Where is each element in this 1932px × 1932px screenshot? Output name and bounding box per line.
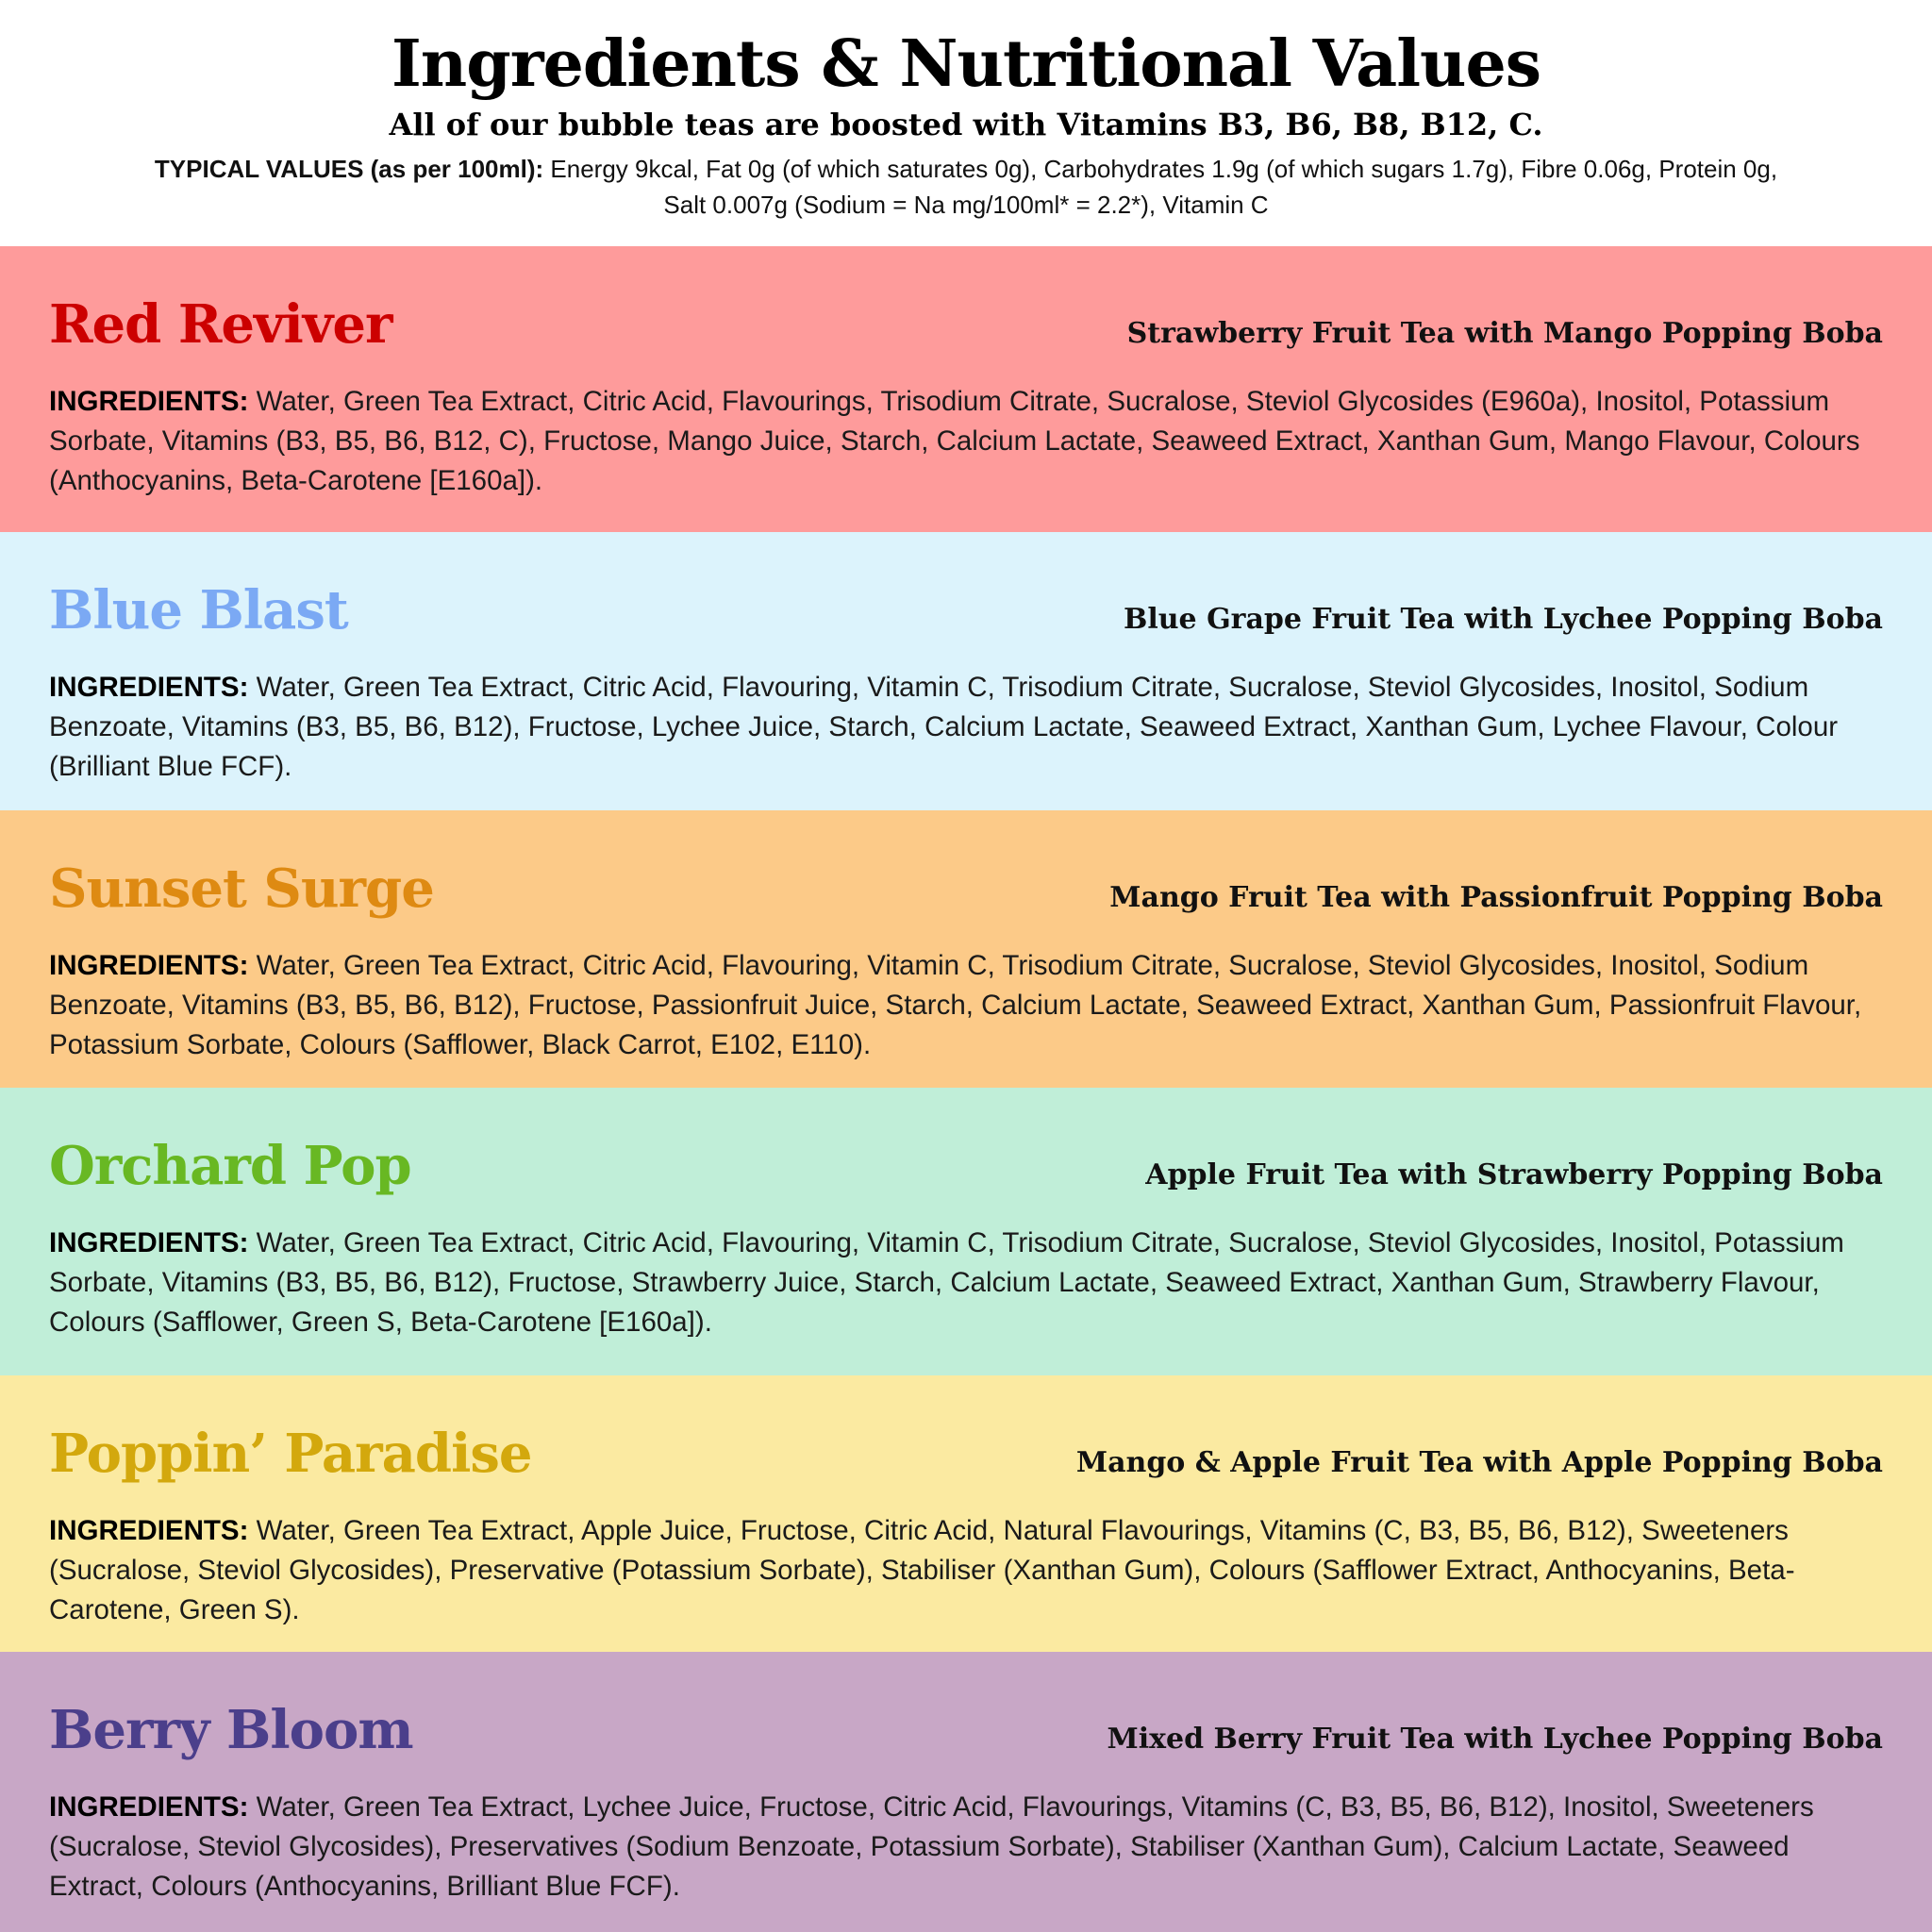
product-list: Red Reviver Strawberry Fruit Tea with Man…: [0, 246, 1932, 1932]
product-name: Poppin’ Paradise: [49, 1423, 533, 1485]
ingredients-label: INGREDIENTS:: [49, 1791, 249, 1823]
product-section: Sunset Surge Mango Fruit Tea with Passion…: [0, 810, 1932, 1088]
page-header: Ingredients & Nutritional Values All of …: [0, 0, 1932, 246]
product-tagline: Apple Fruit Tea with Strawberry Popping …: [1145, 1158, 1883, 1191]
product-name: Sunset Surge: [49, 858, 435, 920]
typical-values: TYPICAL VALUES (as per 100ml): Energy 9k…: [136, 151, 1796, 223]
product-header: Blue Blast Blue Grape Fruit Tea with Lych…: [49, 579, 1883, 655]
ingredients-list: Water, Green Tea Extract, Apple Juice, F…: [49, 1515, 1795, 1625]
page-title: Ingredients & Nutritional Values: [391, 26, 1541, 102]
product-section: Poppin’ Paradise Mango & Apple Fruit Tea …: [0, 1375, 1932, 1652]
product-header: Orchard Pop Apple Fruit Tea with Strawber…: [49, 1135, 1883, 1210]
ingredients-list: Water, Green Tea Extract, Citric Acid, F…: [49, 672, 1839, 782]
ingredients-label: INGREDIENTS:: [49, 950, 249, 981]
product-header: Berry Bloom Mixed Berry Fruit Tea with Ly…: [49, 1699, 1883, 1774]
product-name: Red Reviver: [49, 293, 392, 356]
ingredients-list: Water, Green Tea Extract, Citric Acid, F…: [49, 1227, 1844, 1338]
product-header: Sunset Surge Mango Fruit Tea with Passion…: [49, 858, 1883, 933]
ingredients-label: INGREDIENTS:: [49, 1227, 249, 1258]
product-header: Poppin’ Paradise Mango & Apple Fruit Tea …: [49, 1423, 1883, 1498]
ingredients-list: Water, Green Tea Extract, Lychee Juice, …: [49, 1791, 1814, 1902]
ingredients-list: Water, Green Tea Extract, Citric Acid, F…: [49, 386, 1860, 496]
ingredients-label: INGREDIENTS:: [49, 386, 249, 417]
ingredients-text: INGREDIENTS: Water, Green Tea Extract, C…: [49, 668, 1883, 787]
page-subtitle: All of our bubble teas are boosted with …: [389, 107, 1543, 142]
product-name: Berry Bloom: [49, 1699, 414, 1761]
ingredients-text: INGREDIENTS: Water, Green Tea Extract, L…: [49, 1788, 1883, 1907]
ingredients-label: INGREDIENTS:: [49, 672, 249, 703]
product-name: Blue Blast: [49, 579, 349, 641]
product-tagline: Mango Fruit Tea with Passionfruit Poppin…: [1109, 881, 1883, 914]
typical-values-text: Energy 9kcal, Fat 0g (of which saturates…: [543, 155, 1778, 219]
ingredients-text: INGREDIENTS: Water, Green Tea Extract, C…: [49, 382, 1883, 501]
product-name: Orchard Pop: [49, 1135, 412, 1197]
ingredients-text: INGREDIENTS: Water, Green Tea Extract, C…: [49, 1224, 1883, 1342]
product-section: Red Reviver Strawberry Fruit Tea with Man…: [0, 246, 1932, 532]
product-section: Orchard Pop Apple Fruit Tea with Strawber…: [0, 1088, 1932, 1375]
product-tagline: Blue Grape Fruit Tea with Lychee Popping…: [1123, 603, 1883, 636]
product-tagline: Strawberry Fruit Tea with Mango Popping …: [1126, 317, 1883, 350]
ingredients-list: Water, Green Tea Extract, Citric Acid, F…: [49, 950, 1862, 1060]
product-section: Berry Bloom Mixed Berry Fruit Tea with Ly…: [0, 1652, 1932, 1932]
product-tagline: Mixed Berry Fruit Tea with Lychee Poppin…: [1107, 1723, 1883, 1756]
product-tagline: Mango & Apple Fruit Tea with Apple Poppi…: [1075, 1446, 1883, 1479]
ingredients-text: INGREDIENTS: Water, Green Tea Extract, C…: [49, 946, 1883, 1065]
typical-values-label: TYPICAL VALUES (as per 100ml):: [154, 155, 544, 183]
ingredients-text: INGREDIENTS: Water, Green Tea Extract, A…: [49, 1511, 1883, 1630]
ingredients-label: INGREDIENTS:: [49, 1515, 249, 1546]
product-section: Blue Blast Blue Grape Fruit Tea with Lych…: [0, 532, 1932, 810]
product-header: Red Reviver Strawberry Fruit Tea with Man…: [49, 293, 1883, 369]
